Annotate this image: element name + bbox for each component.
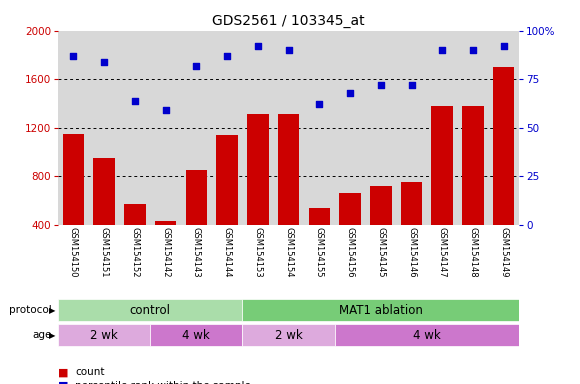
Point xyxy=(314,101,324,108)
Text: ▶: ▶ xyxy=(49,331,55,339)
Bar xyxy=(462,106,484,225)
Point xyxy=(346,90,355,96)
Text: GSM154156: GSM154156 xyxy=(346,227,354,278)
Text: ■: ■ xyxy=(58,367,68,377)
Bar xyxy=(58,299,242,321)
Point xyxy=(68,53,78,59)
Text: GSM154151: GSM154151 xyxy=(100,227,108,277)
Text: 4 wk: 4 wk xyxy=(413,329,441,341)
Bar xyxy=(186,170,207,225)
Text: GSM154146: GSM154146 xyxy=(407,227,416,278)
Text: 4 wk: 4 wk xyxy=(183,329,210,341)
Text: percentile rank within the sample: percentile rank within the sample xyxy=(75,381,251,384)
Bar xyxy=(124,204,146,225)
Bar xyxy=(242,324,335,346)
Text: 2 wk: 2 wk xyxy=(90,329,118,341)
Text: ■: ■ xyxy=(58,381,68,384)
Bar xyxy=(216,135,238,225)
Point xyxy=(130,98,140,104)
Bar xyxy=(370,186,392,225)
Point xyxy=(191,63,201,69)
Text: GSM154148: GSM154148 xyxy=(469,227,477,278)
Point xyxy=(100,59,109,65)
Bar xyxy=(432,106,453,225)
Point xyxy=(437,47,447,53)
Text: control: control xyxy=(130,304,171,316)
Point xyxy=(253,43,262,49)
Text: ▶: ▶ xyxy=(49,306,55,314)
Bar xyxy=(309,208,330,225)
Bar xyxy=(150,324,242,346)
Text: MAT1 ablation: MAT1 ablation xyxy=(339,304,423,316)
Point xyxy=(499,43,508,49)
Bar xyxy=(93,158,115,225)
Text: count: count xyxy=(75,367,105,377)
Point xyxy=(376,82,386,88)
Text: GSM154145: GSM154145 xyxy=(376,227,385,277)
Text: GSM154147: GSM154147 xyxy=(438,227,447,278)
Text: GSM154149: GSM154149 xyxy=(499,227,508,277)
Bar xyxy=(58,324,150,346)
Text: GSM154150: GSM154150 xyxy=(69,227,78,277)
Bar xyxy=(493,67,514,225)
Text: GSM154142: GSM154142 xyxy=(161,227,170,277)
Point xyxy=(407,82,416,88)
Text: GSM154152: GSM154152 xyxy=(130,227,139,277)
Bar xyxy=(247,114,269,225)
Title: GDS2561 / 103345_at: GDS2561 / 103345_at xyxy=(212,14,365,28)
Text: protocol: protocol xyxy=(9,305,52,315)
Bar xyxy=(335,324,519,346)
Bar xyxy=(278,114,299,225)
Text: age: age xyxy=(33,330,52,340)
Text: 2 wk: 2 wk xyxy=(275,329,302,341)
Text: GSM154153: GSM154153 xyxy=(253,227,262,278)
Bar xyxy=(63,134,84,225)
Bar xyxy=(401,182,422,225)
Text: GSM154154: GSM154154 xyxy=(284,227,293,277)
Point xyxy=(223,53,232,59)
Bar xyxy=(155,221,176,225)
Text: GSM154155: GSM154155 xyxy=(315,227,324,277)
Text: GSM154143: GSM154143 xyxy=(192,227,201,278)
Bar xyxy=(339,193,361,225)
Point xyxy=(284,47,293,53)
Text: GSM154144: GSM154144 xyxy=(223,227,231,277)
Bar xyxy=(242,299,519,321)
Point xyxy=(469,47,478,53)
Point xyxy=(161,107,171,113)
